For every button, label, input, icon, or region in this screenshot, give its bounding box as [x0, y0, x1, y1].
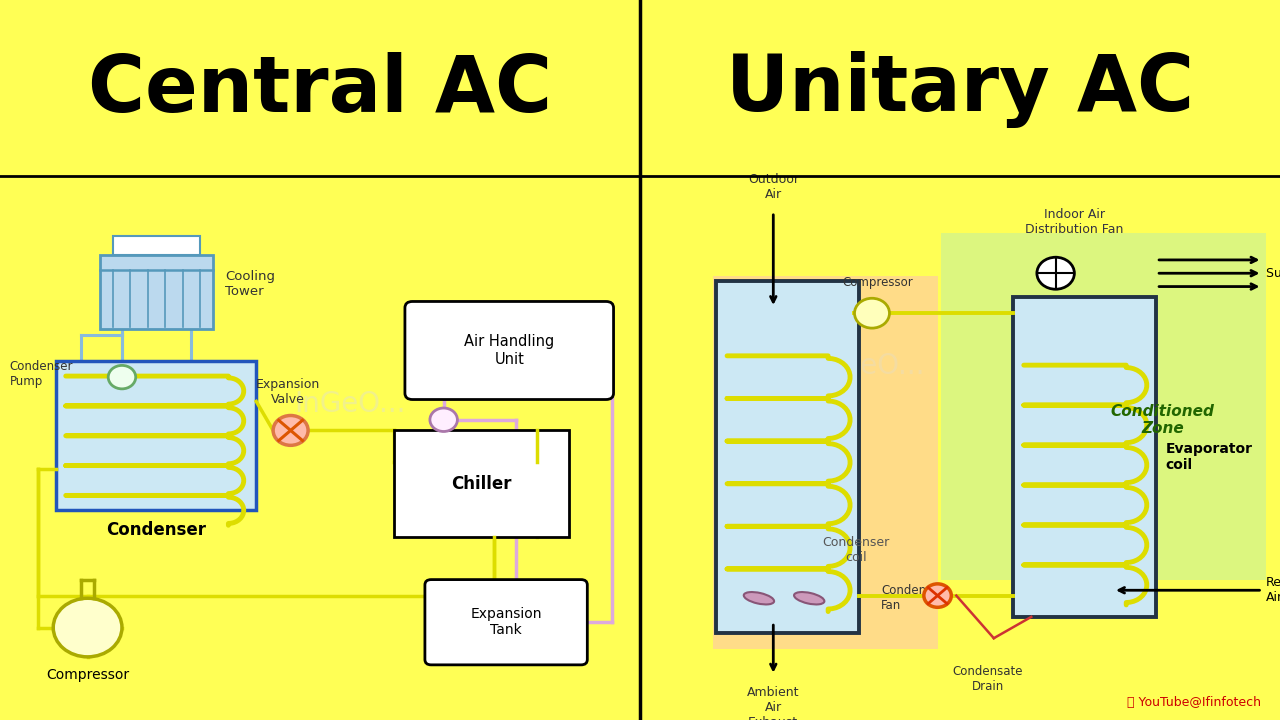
FancyBboxPatch shape — [716, 282, 859, 633]
FancyBboxPatch shape — [394, 431, 568, 537]
Text: Outdoor
Air: Outdoor Air — [748, 174, 799, 202]
FancyBboxPatch shape — [113, 236, 200, 255]
Circle shape — [924, 584, 951, 607]
Text: Central AC: Central AC — [88, 52, 552, 128]
Text: Condensate
Drain: Condensate Drain — [952, 665, 1023, 693]
Circle shape — [1037, 257, 1074, 289]
FancyBboxPatch shape — [941, 233, 1266, 580]
Text: Evaporator
coil: Evaporator coil — [1166, 442, 1253, 472]
Text: Expansion
Valve: Expansion Valve — [256, 379, 320, 406]
Text: Compressor: Compressor — [46, 667, 129, 682]
FancyBboxPatch shape — [713, 276, 937, 649]
Text: Conditioned
Zone: Conditioned Zone — [1111, 403, 1215, 436]
Text: Condenser
Fan: Condenser Fan — [882, 584, 945, 612]
Text: Condenser
coil: Condenser coil — [823, 536, 890, 564]
Ellipse shape — [744, 592, 774, 605]
Text: Cooling
Tower: Cooling Tower — [225, 271, 275, 298]
Text: Supply Air: Supply Air — [1266, 266, 1280, 280]
Text: Indoor Air
Distribution Fan: Indoor Air Distribution Fan — [1025, 208, 1124, 236]
FancyBboxPatch shape — [425, 580, 588, 665]
Text: Chiller: Chiller — [451, 474, 512, 492]
Text: Ambient
Air
Exhaust: Ambient Air Exhaust — [748, 686, 800, 720]
Text: InGeO...: InGeO... — [294, 390, 406, 418]
Text: Air Handling
Unit: Air Handling Unit — [465, 334, 554, 366]
Circle shape — [54, 598, 122, 657]
Circle shape — [855, 298, 890, 328]
Text: Compressor: Compressor — [842, 276, 914, 289]
Ellipse shape — [794, 592, 824, 605]
Text: ⏺ YouTube@Ifinfotech: ⏺ YouTube@Ifinfotech — [1126, 696, 1261, 709]
Text: Unitary AC: Unitary AC — [726, 52, 1194, 128]
Circle shape — [430, 408, 457, 431]
Text: Condenser
Pump: Condenser Pump — [9, 361, 73, 389]
Text: Condenser: Condenser — [106, 521, 206, 539]
Text: InGeO...: InGeO... — [813, 353, 924, 380]
Circle shape — [273, 415, 308, 446]
FancyBboxPatch shape — [100, 255, 212, 329]
FancyBboxPatch shape — [404, 302, 613, 400]
FancyBboxPatch shape — [56, 361, 256, 510]
FancyBboxPatch shape — [1012, 297, 1156, 617]
Text: Return
Air: Return Air — [1266, 576, 1280, 604]
Text: Expansion
Tank: Expansion Tank — [470, 607, 541, 637]
Circle shape — [109, 366, 136, 389]
